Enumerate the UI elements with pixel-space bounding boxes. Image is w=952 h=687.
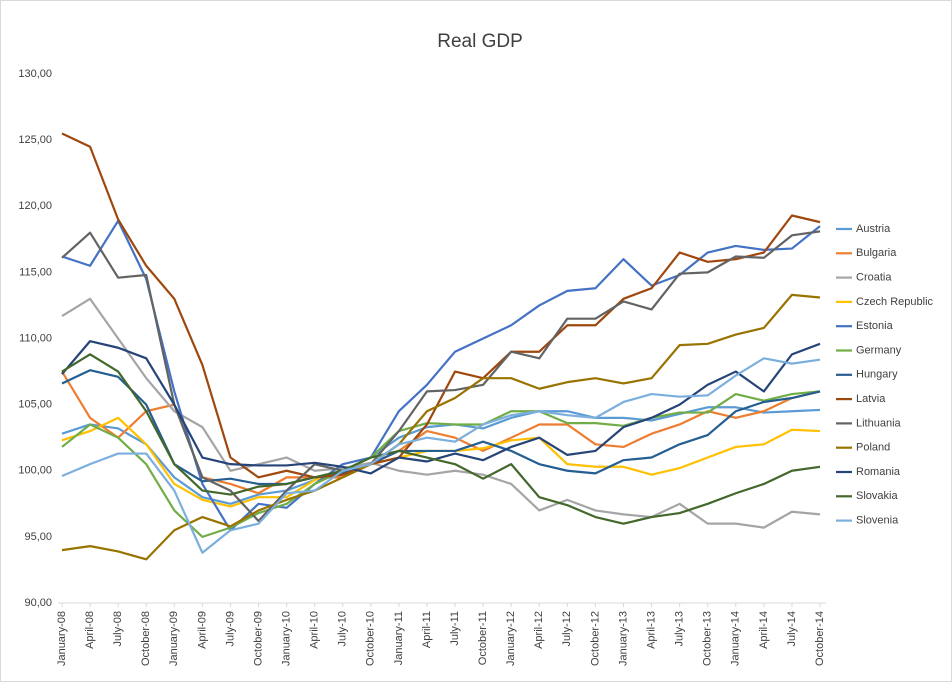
series-line [61, 230, 821, 523]
x-tick-label: October-08 [140, 611, 152, 666]
x-tick-label: July-13 [674, 611, 686, 646]
x-tick-label: July-08 [112, 611, 124, 646]
series-line [61, 353, 821, 525]
series-line [61, 369, 821, 486]
x-tick-label: April-08 [84, 611, 96, 649]
legend-label: Romania [856, 466, 901, 478]
y-tick-label: 105,00 [18, 399, 52, 411]
y-tick-label: 90,00 [24, 597, 52, 609]
legend-label: Latvia [856, 393, 886, 405]
legend-label: Czech Republic [856, 296, 934, 308]
legend-label: Hungary [856, 369, 898, 381]
series-line [61, 132, 821, 479]
x-tick-label: January-09 [168, 611, 180, 666]
x-tick-label: October-12 [589, 611, 601, 666]
legend-label: Poland [856, 442, 890, 454]
y-tick-label: 95,00 [24, 531, 52, 543]
y-tick-label: 130,00 [18, 68, 52, 80]
x-tick-label: July-12 [561, 611, 573, 646]
x-tick-label: April-13 [645, 611, 657, 649]
legend-label: Slovenia [856, 515, 899, 527]
series-line [61, 219, 821, 532]
series-line [61, 406, 821, 505]
x-tick-label: October-13 [702, 611, 714, 666]
x-tick-label: January-11 [393, 611, 405, 665]
y-tick-label: 110,00 [19, 332, 52, 344]
x-tick-label: April-14 [758, 611, 770, 649]
x-tick-label: July-14 [786, 611, 798, 646]
y-tick-label: 115,00 [19, 266, 52, 278]
x-tick-label: April-09 [196, 611, 208, 649]
x-tick-label: July-11 [449, 611, 461, 646]
y-tick-label: 125,00 [18, 134, 52, 146]
legend-label: Lithuania [856, 417, 902, 429]
legend-label: Bulgaria [856, 247, 897, 259]
y-tick-label: 120,00 [18, 200, 52, 212]
series-line [61, 297, 821, 529]
legend-label: Slovakia [856, 490, 898, 502]
x-tick-label: October-11 [477, 611, 489, 665]
x-tick-label: April-10 [309, 611, 321, 649]
x-tick-label: January-13 [617, 611, 629, 666]
legend-label: Estonia [856, 320, 894, 332]
chart-title: Real GDP [437, 31, 523, 52]
x-tick-label: January-12 [505, 611, 517, 666]
x-tick-label: January-10 [280, 611, 292, 666]
legend-label: Germany [856, 344, 902, 356]
legend-label: Austria [856, 223, 891, 235]
series-line [61, 340, 821, 475]
x-tick-label: April-11 [421, 611, 433, 648]
x-tick-label: October-10 [365, 611, 377, 666]
y-tick-label: 100,00 [18, 465, 52, 477]
x-tick-label: October-14 [814, 611, 826, 666]
x-tick-label: April-12 [533, 611, 545, 649]
x-tick-label: July-09 [224, 611, 236, 646]
x-tick-label: January-14 [730, 611, 742, 666]
series-line [61, 357, 821, 554]
x-tick-label: July-10 [337, 611, 349, 646]
legend-label: Croatia [856, 272, 892, 284]
x-tick-label: January-08 [56, 611, 68, 666]
x-tick-label: October-09 [252, 611, 264, 666]
